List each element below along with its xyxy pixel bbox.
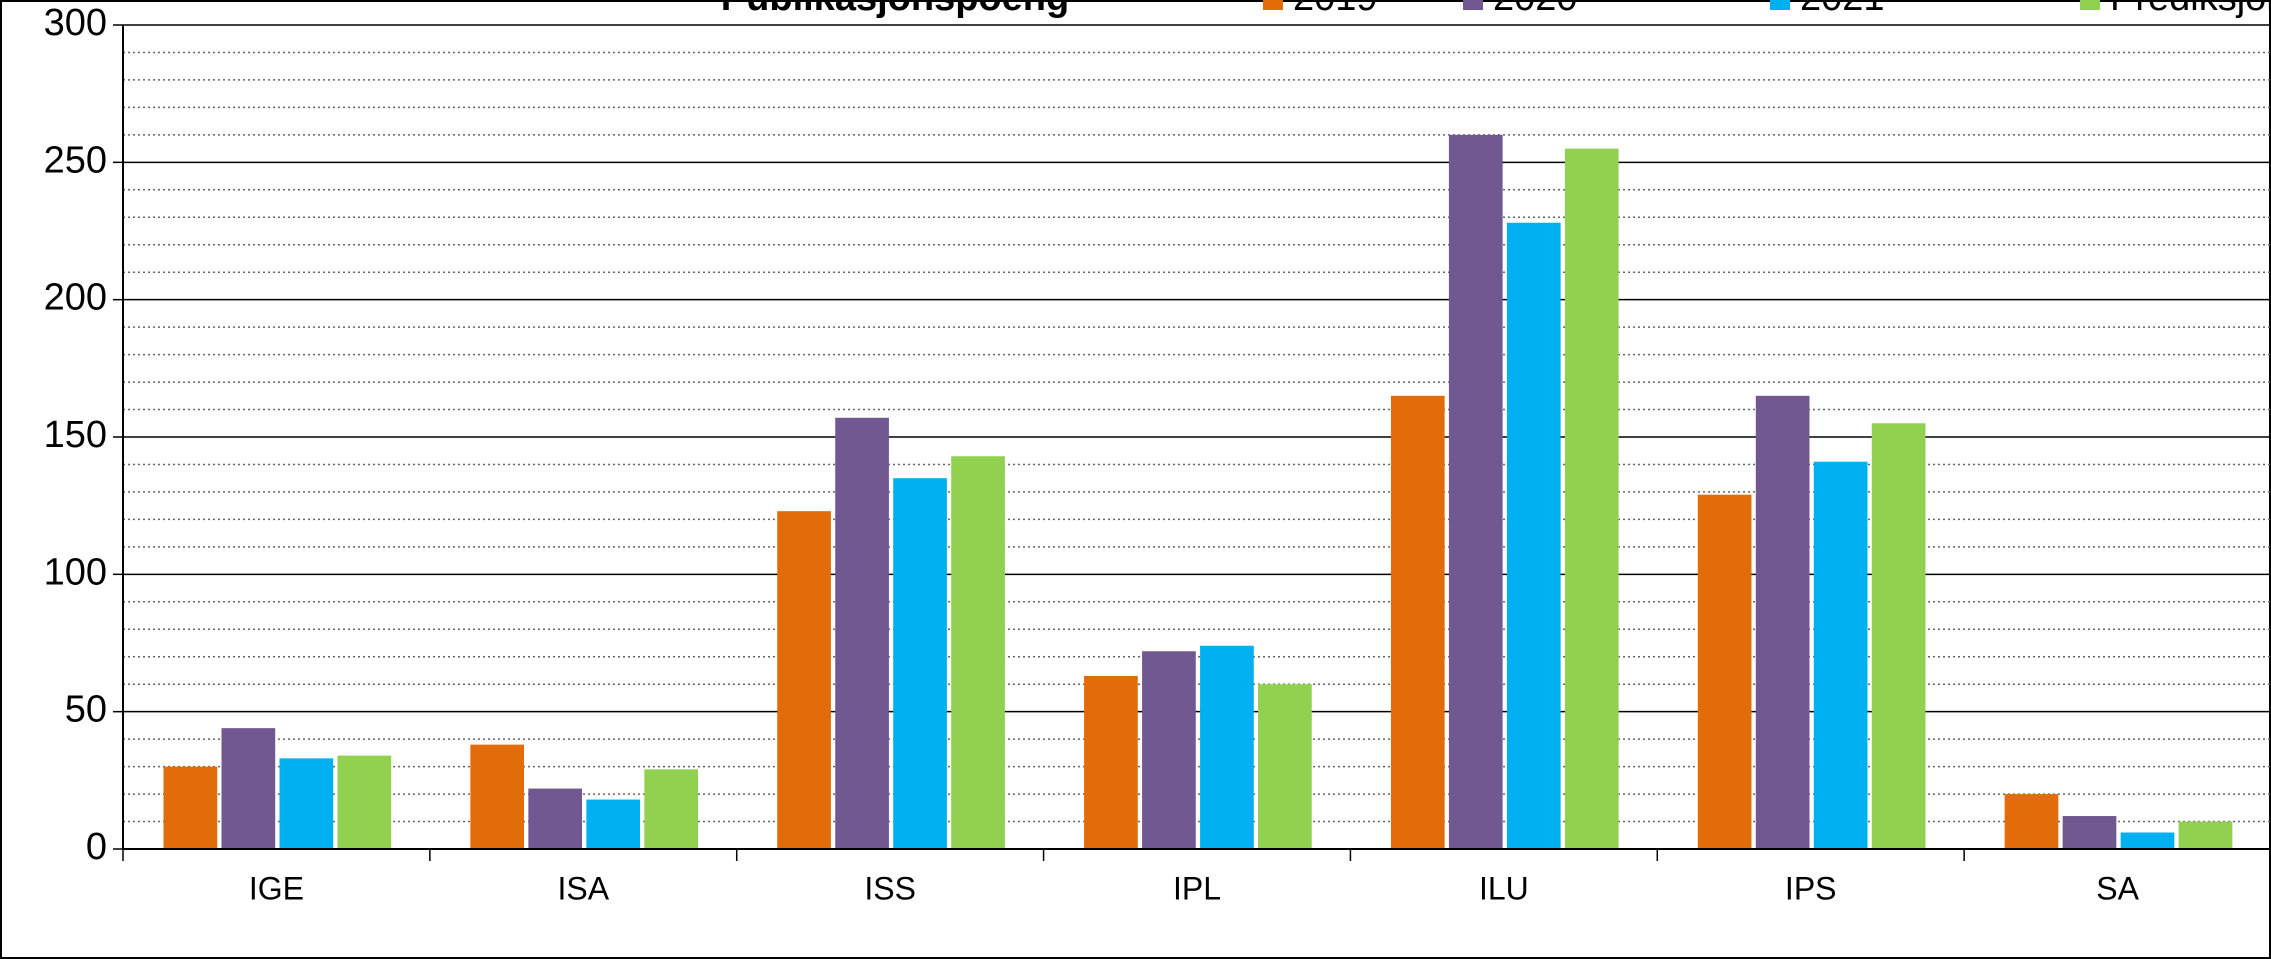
legend-swatch — [1263, 0, 1283, 10]
bar — [163, 766, 218, 849]
legend-swatch — [2080, 0, 2100, 10]
bar — [1448, 134, 1503, 849]
legend-label: Prediksjon 2022 — [2110, 0, 2271, 19]
legend-label: 2021 — [1800, 0, 1885, 19]
y-tick-label: 200 — [44, 277, 107, 319]
bar — [1084, 675, 1138, 849]
bar — [1258, 684, 1312, 849]
bar — [337, 755, 392, 849]
x-tick-label: ISA — [557, 870, 609, 906]
bar — [777, 511, 831, 849]
bar — [644, 769, 699, 849]
y-tick-label: 100 — [44, 551, 107, 593]
bar — [586, 799, 641, 849]
y-tick-label: 250 — [44, 139, 107, 181]
legend-label: 2019 — [1293, 0, 1378, 19]
bar — [2178, 821, 2233, 849]
bar — [1200, 645, 1254, 849]
bar — [2062, 816, 2117, 849]
bar — [951, 456, 1005, 849]
bar — [835, 417, 889, 849]
bar — [1506, 222, 1561, 849]
bar — [1390, 395, 1445, 849]
bar — [2120, 832, 2175, 849]
x-tick-label: SA — [2096, 870, 2139, 906]
x-tick-label: IGE — [249, 870, 304, 906]
bar — [1142, 651, 1196, 849]
x-tick-label: ILU — [1479, 870, 1529, 906]
x-tick-label: IPS — [1785, 870, 1837, 906]
y-tick-label: 0 — [86, 826, 107, 868]
bar — [1871, 423, 1926, 849]
x-tick-label: ISS — [864, 870, 916, 906]
bar — [2004, 794, 2059, 849]
bar — [1697, 494, 1752, 849]
bar — [528, 788, 583, 849]
x-tick-label: IPL — [1173, 870, 1221, 906]
y-tick-label: 300 — [44, 2, 107, 44]
bar — [1755, 395, 1810, 849]
chart-title: Publikasjonspoeng — [721, 0, 1069, 19]
y-tick-label: 150 — [44, 414, 107, 456]
bar — [221, 728, 276, 849]
legend-swatch — [1770, 0, 1790, 10]
legend-swatch — [1463, 0, 1483, 10]
bar — [279, 758, 334, 849]
bar — [893, 478, 947, 849]
bar — [1813, 461, 1868, 849]
y-tick-label: 50 — [65, 689, 107, 731]
legend-label: 2020 — [1493, 0, 1578, 19]
bar — [470, 744, 525, 849]
bar — [1564, 148, 1619, 850]
